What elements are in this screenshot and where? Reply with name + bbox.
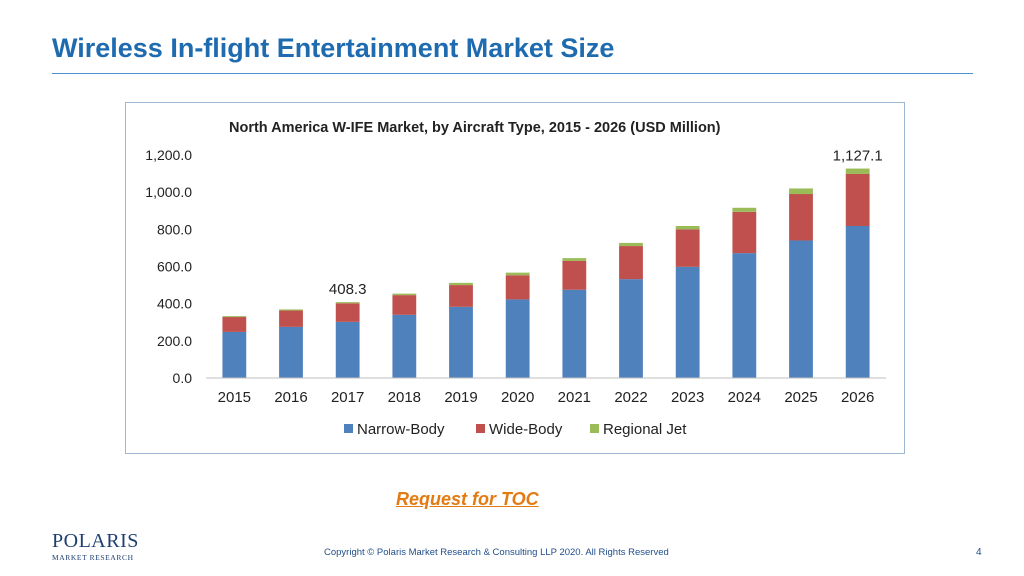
legend-swatch: [590, 424, 599, 433]
logo-subtitle: MARKET RESEARCH: [52, 553, 134, 562]
bar-narrow-body: [335, 321, 360, 378]
bar-regional-jet: [505, 272, 530, 276]
logo-name: POLARIS: [52, 530, 139, 552]
bar-regional-jet: [222, 316, 247, 318]
y-tick-label: 600.0: [157, 259, 192, 275]
y-tick-label: 400.0: [157, 296, 192, 312]
chart-legend: Narrow-Body Wide-Body Regional Jet: [344, 421, 687, 438]
x-tick-label: 2025: [784, 389, 817, 406]
bar-wide-body: [392, 295, 417, 315]
bar-regional-jet: [675, 225, 700, 230]
y-tick-label: 800.0: [157, 221, 192, 237]
x-tick-label: 2023: [671, 389, 704, 406]
data-label: 408.3: [329, 281, 367, 298]
bar-wide-body: [222, 317, 247, 332]
y-axis: 0.0 200.0 400.0 600.0 800.0 1,000.0 1,200.0: [145, 147, 192, 386]
bar-regional-jet: [392, 293, 417, 296]
polaris-logo: POLARIS MARKET RESEARCH: [52, 530, 138, 564]
bar-regional-jet: [562, 258, 587, 261]
x-tick-label: 2015: [218, 389, 251, 406]
y-tick-label: 1,200.0: [145, 147, 192, 163]
x-tick-label: 2020: [501, 389, 534, 406]
title-divider: [52, 73, 973, 74]
x-tick-label: 2019: [444, 389, 477, 406]
bar-wide-body: [335, 303, 360, 322]
legend-swatch: [476, 424, 485, 433]
bar-regional-jet: [619, 242, 643, 247]
legend-label: Wide-Body: [489, 421, 563, 438]
x-tick-label: 2016: [274, 389, 307, 406]
bar-narrow-body: [392, 314, 417, 378]
legend-swatch: [344, 424, 353, 433]
page-number: 4: [976, 547, 982, 558]
stacked-bar-chart: North America W-IFE Market, by Aircraft …: [145, 120, 886, 438]
bar-regional-jet: [845, 168, 870, 174]
chart-title: North America W-IFE Market, by Aircraft …: [229, 120, 721, 136]
bar-narrow-body: [789, 240, 813, 378]
legend-label: Regional Jet: [603, 421, 687, 438]
data-labels: 408.3 1,127.1: [329, 148, 883, 299]
bar-wide-body: [675, 229, 700, 267]
x-tick-label: 2026: [841, 389, 874, 406]
bar-narrow-body: [279, 326, 303, 378]
x-axis: 2015 2016 2017 2018 2019 2020 2021 2022 2023 2024…: [206, 377, 886, 406]
bar-wide-body: [449, 285, 473, 307]
bar-regional-jet: [789, 188, 813, 195]
y-tick-label: 200.0: [157, 333, 192, 349]
bar-narrow-body: [562, 289, 587, 378]
bar-regional-jet: [449, 282, 473, 286]
bar-wide-body: [279, 310, 303, 327]
bar-regional-jet: [279, 309, 303, 311]
bar-narrow-body: [505, 299, 530, 378]
x-tick-label: 2021: [558, 389, 591, 406]
request-toc-link[interactable]: Request for TOC: [396, 489, 539, 509]
bar-narrow-body: [845, 225, 870, 378]
bar-regional-jet: [732, 207, 757, 212]
slide-title: Wireless In-flight Entertainment Market …: [52, 33, 615, 63]
bar-wide-body: [505, 275, 530, 300]
bar-narrow-body: [222, 331, 247, 378]
bar-narrow-body: [619, 279, 643, 378]
x-tick-label: 2018: [388, 389, 421, 406]
data-label: 1,127.1: [833, 148, 883, 165]
chart-frame: North America W-IFE Market, by Aircraft …: [125, 102, 905, 454]
x-tick-label: 2017: [331, 389, 364, 406]
bar-wide-body: [845, 173, 870, 226]
bar-wide-body: [619, 246, 643, 280]
bar-narrow-body: [449, 306, 473, 378]
bar-narrow-body: [675, 266, 700, 378]
bar-wide-body: [732, 211, 757, 254]
x-tick-label: 2022: [614, 389, 647, 406]
y-tick-label: 1,000.0: [145, 184, 192, 200]
bar-narrow-body: [732, 253, 757, 378]
bar-regional-jet: [335, 302, 360, 304]
bar-series: [222, 168, 870, 378]
legend-label: Narrow-Body: [357, 421, 445, 438]
copyright-notice: Copyright © Polaris Market Research & Co…: [324, 547, 669, 558]
bar-wide-body: [789, 194, 813, 241]
x-tick-label: 2024: [728, 389, 761, 406]
bar-wide-body: [562, 260, 587, 290]
y-tick-label: 0.0: [173, 370, 193, 386]
